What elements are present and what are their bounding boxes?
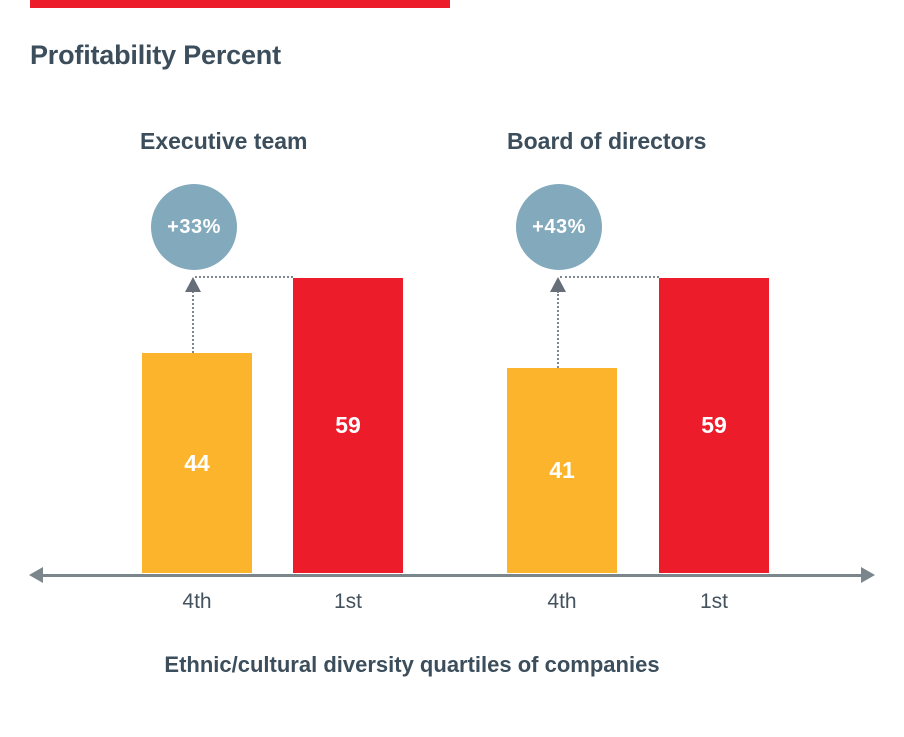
dotted-connector-vertical-executive bbox=[192, 291, 194, 353]
bar-executive-1st-quartile: 59 bbox=[293, 278, 403, 573]
increase-arrow-icon-board bbox=[550, 277, 566, 292]
delta-badge-board-of-directors: +43% bbox=[516, 184, 602, 270]
axis-label-executive-1st: 1st bbox=[333, 590, 362, 613]
group-heading-executive-team: Executive team bbox=[140, 128, 308, 154]
top-accent-rule bbox=[30, 0, 450, 8]
bar-value-label-board-1st: 59 bbox=[701, 412, 727, 438]
axis-label-board-1st: 1st bbox=[699, 590, 728, 613]
delta-badge-board-of-directors-label: +43% bbox=[532, 215, 586, 238]
bar-executive-4th-quartile: 44 bbox=[142, 353, 252, 573]
delta-badge-executive-team-label: +33% bbox=[167, 215, 221, 238]
axis-label-board-4th: 4th bbox=[547, 590, 577, 613]
bar-value-label-board-4th: 41 bbox=[549, 457, 575, 483]
axis-label-executive-4th: 4th bbox=[182, 590, 212, 613]
x-axis-line bbox=[40, 574, 864, 577]
chart-title: Profitability Percent bbox=[30, 40, 281, 70]
increase-arrow-icon-executive bbox=[185, 277, 201, 292]
bar-board-1st-quartile: 59 bbox=[659, 278, 769, 573]
axis-arrow-left-icon bbox=[29, 567, 43, 583]
dotted-connector-vertical-board bbox=[557, 291, 559, 368]
bar-value-label-executive-1st: 59 bbox=[335, 412, 361, 438]
delta-badge-executive-team: +33% bbox=[151, 184, 237, 270]
x-axis-title: Ethnic/cultural diversity quartiles of c… bbox=[164, 652, 660, 677]
group-heading-board-of-directors: Board of directors bbox=[507, 128, 707, 154]
bar-value-label-executive-4th: 44 bbox=[184, 449, 210, 476]
dotted-connector-horizontal-board bbox=[560, 276, 659, 278]
axis-arrow-right-icon bbox=[861, 567, 875, 583]
bar-board-4th-quartile: 41 bbox=[507, 368, 617, 573]
dotted-connector-horizontal-executive bbox=[195, 276, 293, 278]
